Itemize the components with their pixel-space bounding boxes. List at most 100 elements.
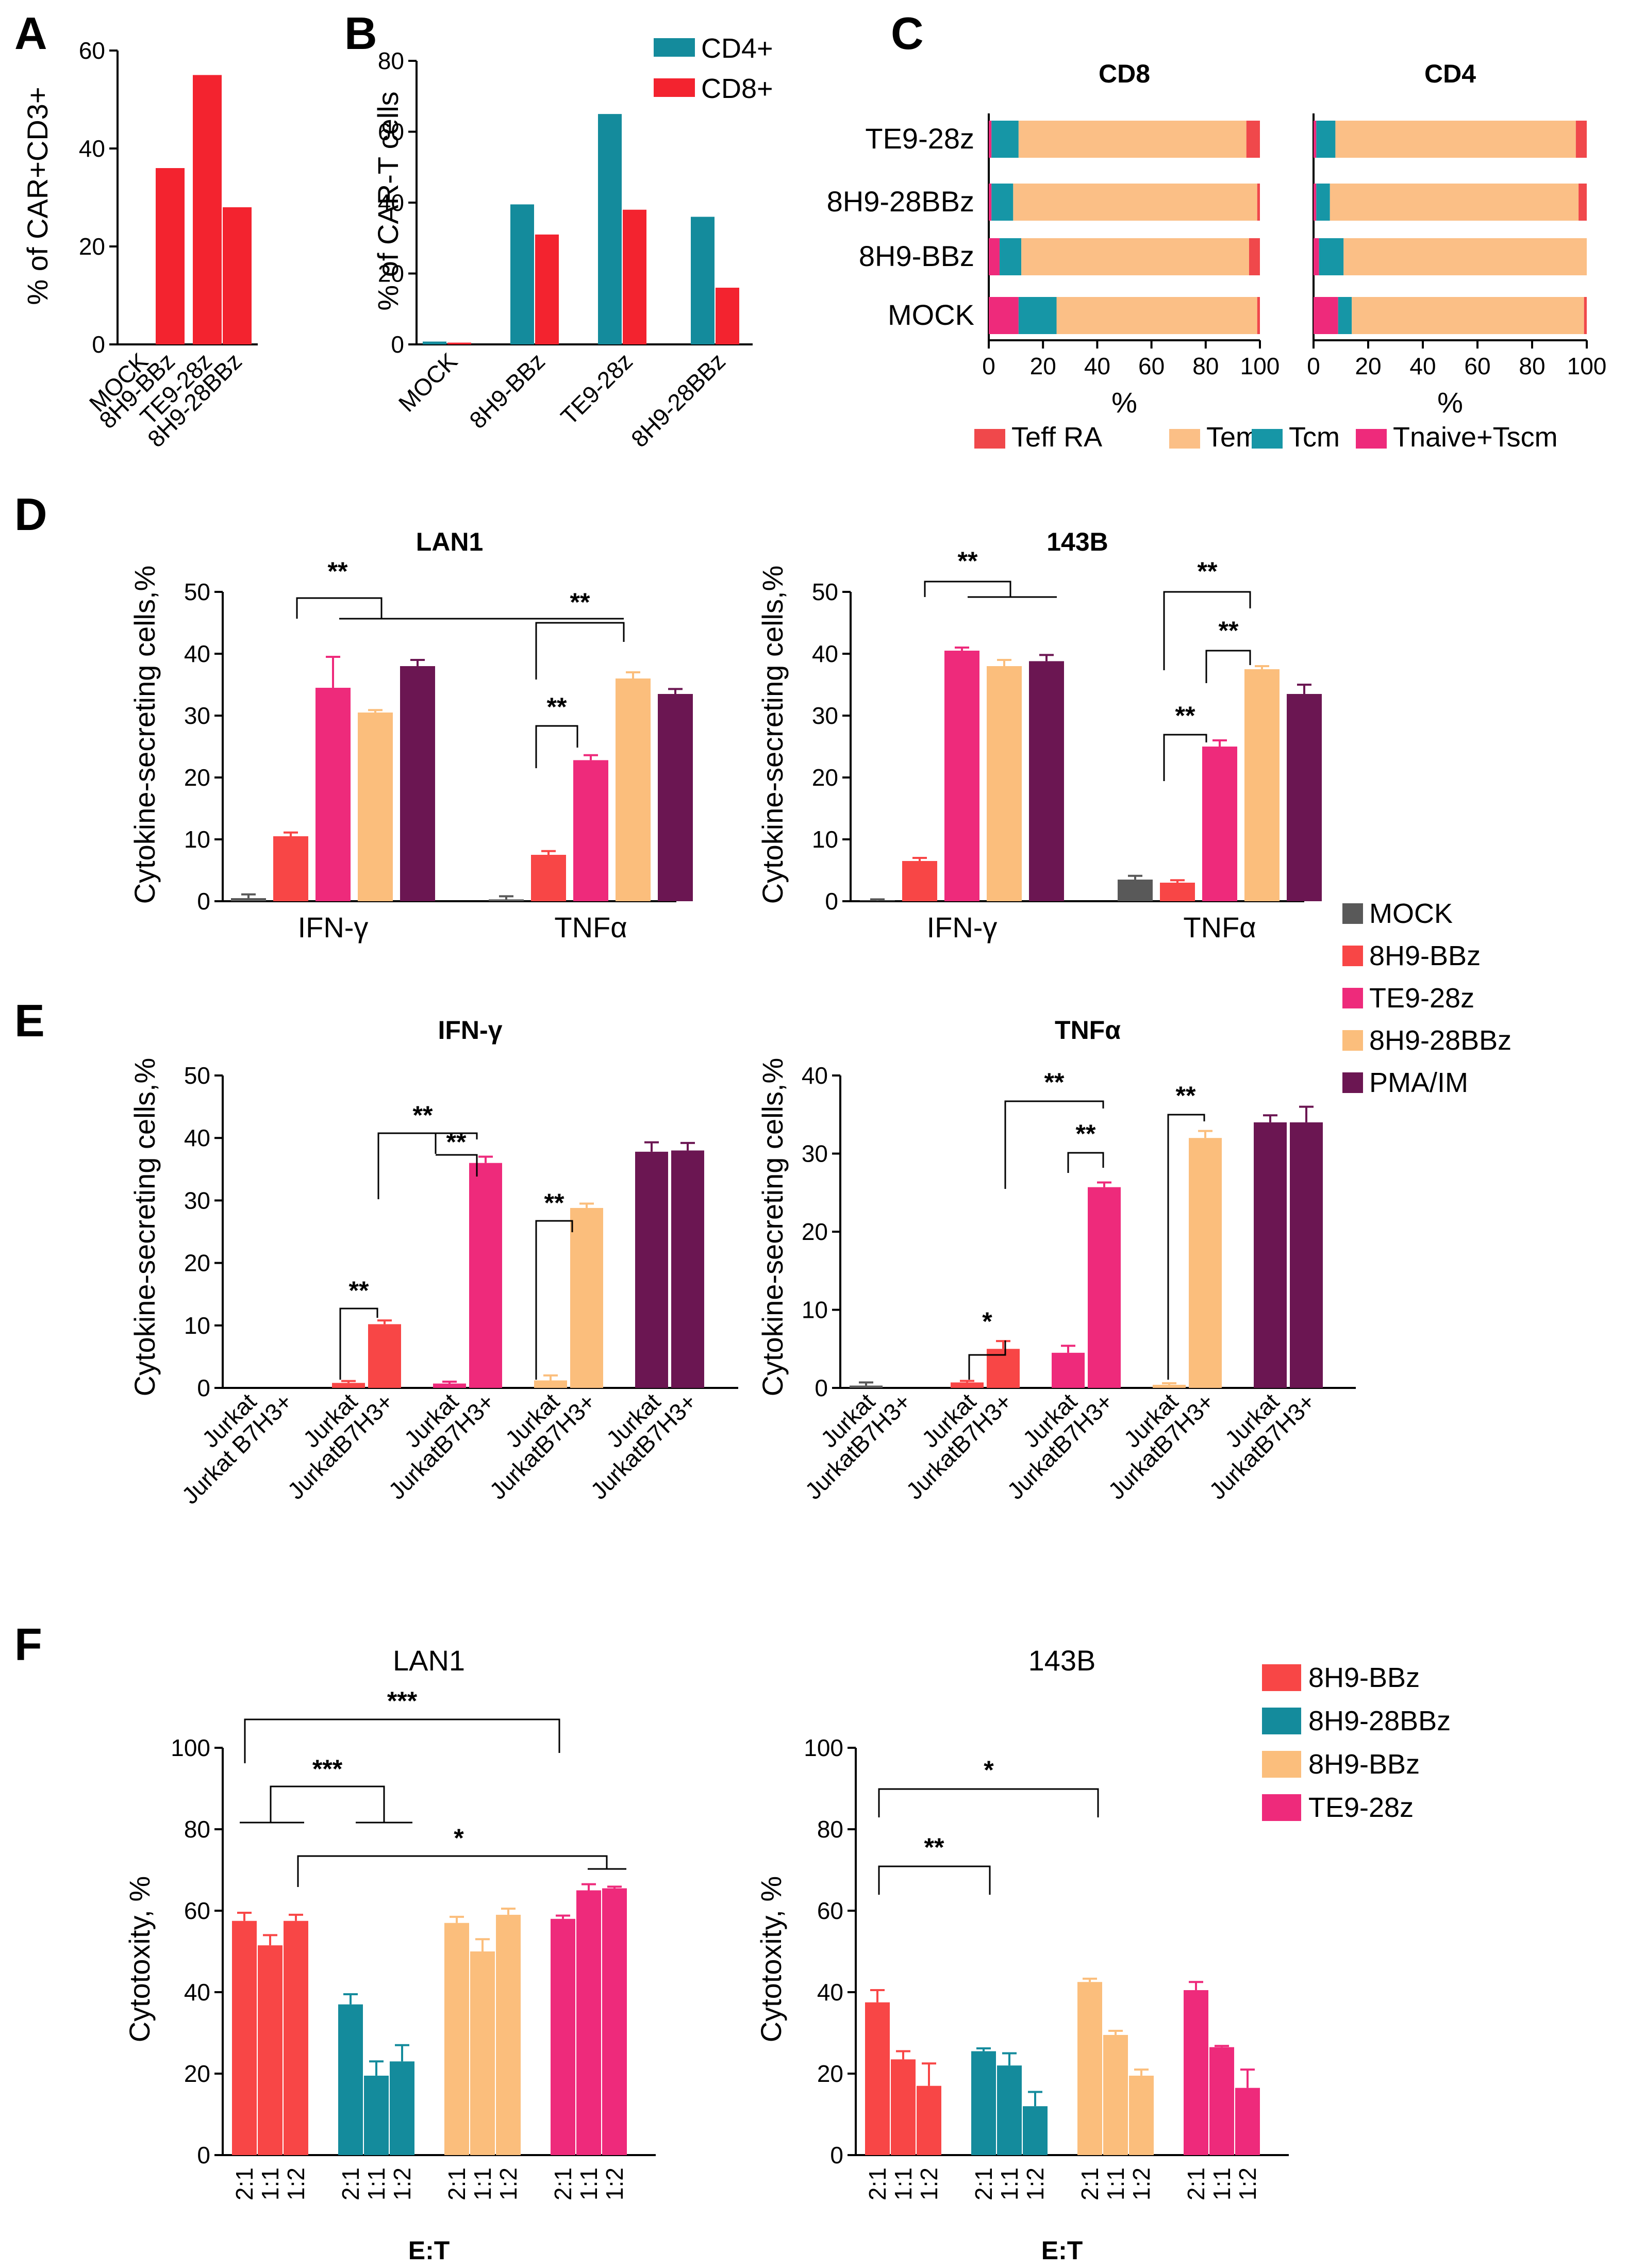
- panel-c-x-tick-label: 40: [1409, 353, 1436, 379]
- panel-d-legend-label: 8H9-28BBz: [1369, 1025, 1511, 1056]
- panel-d-bar: [1287, 694, 1322, 901]
- panel-d-bar: [1160, 883, 1195, 901]
- panel-c-bar-segment: [1335, 121, 1576, 158]
- panel-b-y-tick-label: 40: [378, 189, 404, 216]
- panel-c-bar-segment: [1584, 297, 1587, 334]
- panel-d-sig: **: [1198, 557, 1218, 586]
- panel-f-legend-label: TE9-28z: [1308, 1792, 1414, 1823]
- panel-f-y-tick-label: 20: [817, 2060, 843, 2087]
- panel-d-bar: [400, 666, 435, 901]
- panel-f-legend-swatch: [1262, 1708, 1301, 1734]
- panel-f-sig-bracket: [297, 1855, 608, 1887]
- panel-c-bar-segment: [1257, 297, 1260, 334]
- panel-b-legend-cd4: CD4+: [701, 33, 773, 64]
- panel-f-legend-swatch: [1262, 1664, 1301, 1691]
- panel-e-y-tick-label: 50: [184, 1062, 210, 1089]
- panel-d-bar: [1202, 747, 1237, 901]
- panel-c-x-tick-label: 20: [1030, 353, 1056, 379]
- panel-f-bar: [364, 2075, 389, 2155]
- panel-f-y-tick-label: 100: [171, 1734, 210, 1761]
- panel-c-x-label: %: [1437, 386, 1463, 419]
- panel-d-sig: **: [547, 692, 567, 721]
- panel-f-bar: [338, 2004, 363, 2155]
- panel-f-bar: [917, 2085, 941, 2155]
- panel-f-bar: [1023, 2106, 1048, 2155]
- panel-b-bar-cd4: [691, 217, 715, 344]
- panel-f-ratio-label: 2:1: [970, 2167, 997, 2200]
- panel-d-title: LAN1: [416, 527, 484, 556]
- panel-b-bar-cd4: [423, 341, 446, 344]
- panel-d-y-tick-label: 10: [184, 826, 210, 853]
- panel-f-ratio-label: 2:1: [231, 2167, 258, 2200]
- panel-c-x-label: %: [1111, 386, 1137, 419]
- panel-e-bar: [1254, 1122, 1287, 1388]
- panel-f-y-tick-label: 80: [817, 1816, 843, 1843]
- panel-c-title-CD4: CD4: [1424, 59, 1476, 88]
- panel-c-bar-segment: [1338, 297, 1352, 334]
- panel-c-bar-segment: [1575, 121, 1587, 158]
- panel-e-bar: [534, 1380, 567, 1388]
- panel-e-bar: [951, 1382, 984, 1388]
- panel-f-bar: [971, 2051, 996, 2155]
- panel-f-ratio-label: 1:1: [1102, 2167, 1129, 2200]
- panel-d-bar: [1029, 661, 1064, 901]
- panel-e-y-tick-label: 30: [802, 1140, 828, 1167]
- panel-d-sig: **: [570, 588, 590, 617]
- panel-c-bar-segment: [1314, 121, 1317, 158]
- panel-f-bar: [865, 2002, 890, 2155]
- panel-c-row-label: MOCK: [888, 299, 974, 331]
- panel-d-sig: **: [1175, 701, 1195, 730]
- panel-f-sig-bracket: [270, 1785, 385, 1823]
- panel-d-sig-bracket: [1205, 650, 1251, 683]
- panel-c-x-tick-label: 0: [982, 353, 995, 379]
- panel-f-bar: [551, 1918, 575, 2155]
- panel-f-bar: [891, 2059, 916, 2155]
- panel-e-bar: [332, 1383, 365, 1388]
- panel-f-legend-label: 8H9-BBz: [1308, 1662, 1420, 1693]
- panel-a-y-tick-label: 40: [79, 135, 105, 162]
- panel-d-sig: **: [1219, 616, 1239, 645]
- panel-d-sig-bracket: [924, 581, 1011, 597]
- panel-f-legend-label: 8H9-28BBz: [1308, 1706, 1451, 1736]
- panel-b-x-label: 8H9-28BBz: [626, 347, 730, 452]
- panel-f-bar: [1129, 2075, 1154, 2155]
- panel-c-bar-segment: [1314, 297, 1338, 334]
- panel-f-ratio-label: 2:1: [550, 2167, 576, 2200]
- panel-f-sig-bracket: [878, 1865, 991, 1895]
- panel-d-bar: [573, 760, 608, 901]
- panel-letter-D: D: [14, 489, 47, 540]
- panel-f-bar: [284, 1921, 308, 2155]
- panel-d-y-tick-label: 40: [184, 640, 210, 667]
- panel-d-y-tick-label: 10: [812, 826, 838, 853]
- panel-f-bar: [997, 2065, 1022, 2155]
- panel-letter-B: B: [344, 8, 377, 59]
- panel-f-y-tick-label: 100: [804, 1734, 843, 1761]
- panel-c-bar-segment: [1021, 238, 1249, 275]
- panel-e-y-tick-label: 30: [184, 1187, 210, 1214]
- panel-f-ratio-label: 1:1: [1208, 2167, 1235, 2200]
- panel-f-bar: [1103, 2034, 1128, 2155]
- panel-c-bar-segment: [989, 121, 992, 158]
- panel-b-x-label: MOCK: [393, 347, 463, 417]
- panel-f-ratio-label: 1:1: [890, 2167, 917, 2200]
- panel-c-legend-swatch: [974, 429, 1005, 449]
- panel-e-bar: [1088, 1187, 1121, 1388]
- panel-b-x-label: TE9-28z: [555, 347, 638, 430]
- panel-d-title: 143B: [1046, 527, 1108, 556]
- panel-c-bar-segment: [1018, 297, 1057, 334]
- panel-a-y-tick-label: 60: [79, 37, 105, 64]
- panel-d-legend-swatch: [1342, 946, 1363, 966]
- panel-d-legend-swatch: [1342, 903, 1363, 924]
- panel-e-bar: [850, 1385, 883, 1388]
- panel-b-y-tick-label: 80: [378, 47, 404, 74]
- panel-f-bar: [1184, 1990, 1208, 2155]
- panel-f-legend-swatch: [1262, 1751, 1301, 1778]
- panel-e-sig: **: [1044, 1068, 1065, 1097]
- panel-f-bar: [390, 2061, 414, 2155]
- panel-d-sig: **: [958, 547, 978, 575]
- panel-c-bar-segment: [1352, 297, 1584, 334]
- panel-e-bar: [368, 1324, 401, 1388]
- panel-b-bar-cd8: [535, 234, 559, 344]
- panel-f-y-tick-label: 80: [184, 1816, 210, 1843]
